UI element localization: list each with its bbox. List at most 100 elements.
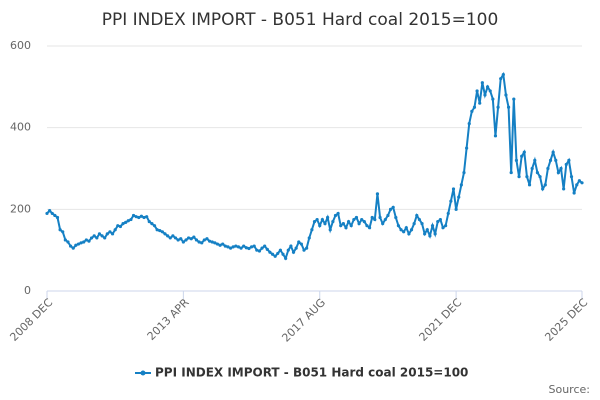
data-point	[213, 241, 217, 245]
data-point	[546, 166, 550, 171]
data-point	[184, 238, 188, 242]
data-point	[441, 226, 445, 230]
data-point	[137, 215, 141, 220]
data-point	[207, 239, 212, 243]
data-point	[163, 232, 167, 236]
data-point	[192, 235, 196, 239]
data-point	[378, 215, 382, 220]
data-point	[150, 222, 154, 226]
data-point	[475, 89, 479, 93]
data-point	[45, 211, 49, 216]
data-point	[74, 243, 78, 247]
data-point	[383, 217, 387, 222]
data-point	[541, 187, 545, 191]
data-point	[110, 232, 115, 236]
data-point	[333, 213, 338, 218]
data-point	[318, 224, 322, 228]
y-tick-label: 200	[10, 202, 31, 215]
data-point	[84, 238, 88, 242]
data-point	[129, 217, 133, 222]
data-point	[228, 246, 233, 250]
data-line	[46, 71, 583, 261]
data-point	[118, 224, 123, 229]
data-point	[276, 251, 280, 256]
data-point	[472, 105, 477, 109]
data-point	[493, 134, 498, 138]
data-point	[572, 191, 576, 195]
data-point	[255, 248, 259, 252]
data-point	[423, 232, 427, 236]
data-point	[55, 215, 60, 220]
data-point	[346, 219, 351, 224]
data-point	[344, 226, 348, 230]
data-point	[289, 244, 293, 248]
data-point	[449, 199, 453, 203]
data-point	[399, 228, 403, 232]
x-tick-label: 2013 APR	[145, 296, 192, 343]
data-point	[362, 219, 366, 224]
data-point	[205, 237, 209, 241]
x-tick-label: 2008 DEC	[7, 296, 55, 344]
data-point	[176, 238, 180, 242]
data-point	[278, 248, 283, 252]
data-point	[95, 236, 99, 240]
data-point	[457, 195, 461, 199]
data-point	[82, 240, 86, 244]
data-point	[239, 246, 243, 250]
data-point	[530, 166, 534, 171]
data-point	[63, 238, 67, 242]
data-point	[234, 244, 238, 248]
data-point	[425, 228, 429, 232]
legend-label: PPI INDEX IMPORT - B051 Hard coal 2015=1…	[155, 366, 468, 380]
data-point	[270, 252, 275, 256]
x-tick-label: 2025 DEC	[542, 296, 590, 344]
data-point	[247, 246, 251, 251]
data-point	[527, 183, 532, 187]
data-point	[116, 224, 120, 228]
data-point	[58, 228, 62, 232]
data-point	[179, 237, 183, 241]
data-point	[202, 238, 206, 242]
data-point	[409, 228, 414, 232]
data-point	[97, 232, 102, 236]
data-point	[415, 213, 419, 218]
data-point	[265, 247, 269, 251]
y-tick-label: 0	[24, 284, 31, 297]
data-point	[514, 158, 519, 162]
data-point	[548, 158, 553, 162]
data-point	[509, 170, 513, 175]
data-point	[310, 228, 314, 232]
data-point	[218, 243, 222, 247]
data-point	[402, 230, 406, 234]
legend-marker	[140, 370, 146, 376]
data-point	[446, 211, 450, 216]
data-point	[444, 224, 448, 228]
chart-title: PPI INDEX IMPORT - B051 Hard coal 2015=1…	[102, 10, 499, 30]
y-tick-label: 400	[10, 121, 31, 134]
data-point	[244, 246, 248, 250]
data-point	[108, 230, 112, 234]
data-point	[339, 224, 343, 228]
data-point	[236, 245, 241, 249]
data-point	[328, 228, 332, 232]
data-point	[520, 154, 524, 158]
data-point	[79, 241, 83, 245]
data-point	[326, 215, 330, 220]
data-point	[365, 224, 369, 228]
data-point	[294, 246, 298, 250]
data-point	[260, 246, 264, 250]
data-point	[181, 240, 185, 244]
data-point	[215, 242, 220, 246]
data-point	[320, 217, 324, 222]
x-tick-label: 2021 DEC	[417, 296, 465, 344]
data-point	[131, 213, 136, 218]
data-point	[221, 242, 225, 246]
data-point	[299, 242, 303, 246]
data-point	[336, 211, 340, 216]
data-point	[404, 226, 408, 230]
data-point	[567, 158, 571, 162]
data-point	[360, 217, 364, 222]
data-point	[407, 232, 411, 236]
data-point	[391, 205, 395, 209]
data-point	[381, 222, 385, 226]
